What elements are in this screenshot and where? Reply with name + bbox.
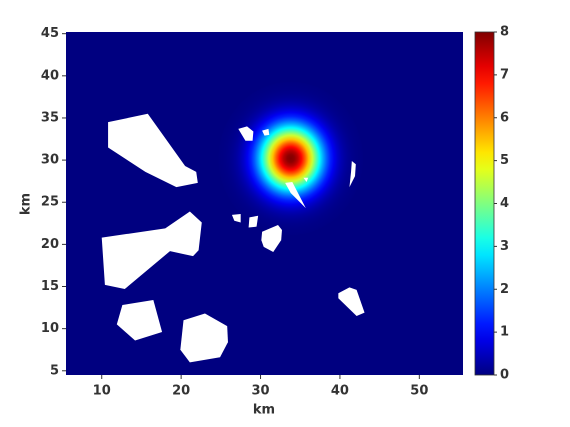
obstacle bbox=[108, 113, 198, 188]
colorbar-tick-label: 8 bbox=[500, 25, 509, 40]
x-tick-label: 40 bbox=[331, 384, 349, 399]
y-tick-label: 30 bbox=[41, 153, 59, 168]
obstacle bbox=[262, 128, 270, 136]
y-tick-label: 25 bbox=[41, 195, 59, 210]
colorbar-tick-label: 1 bbox=[500, 325, 509, 340]
colorbar-tick-label: 0 bbox=[500, 368, 509, 383]
obstacle bbox=[285, 182, 306, 209]
y-tick-label: 5 bbox=[50, 363, 59, 378]
obstacle bbox=[261, 224, 282, 252]
y-tick-label: 15 bbox=[41, 279, 59, 294]
obstacle bbox=[180, 313, 228, 363]
x-tick-label: 50 bbox=[410, 384, 428, 399]
y-tick-label: 35 bbox=[41, 110, 59, 125]
obstacle bbox=[303, 177, 309, 183]
obstacle bbox=[116, 299, 163, 341]
y-tick-label: 45 bbox=[41, 26, 59, 41]
obstacle bbox=[238, 126, 254, 141]
colorbar-tick-label: 7 bbox=[500, 67, 509, 82]
y-tick-label: 40 bbox=[41, 68, 59, 83]
x-tick-label: 20 bbox=[172, 384, 190, 399]
obstacle bbox=[338, 287, 365, 317]
colorbar-tick-label: 6 bbox=[500, 110, 509, 125]
colorbar-tick-label: 5 bbox=[500, 153, 509, 168]
colorbar-tick-label: 4 bbox=[500, 196, 509, 211]
obstacle bbox=[101, 211, 202, 290]
obstacle bbox=[231, 214, 241, 223]
x-tick-label: 10 bbox=[93, 384, 111, 399]
x-tick-label: 30 bbox=[251, 384, 269, 399]
colorbar-tick-label: 3 bbox=[500, 239, 509, 254]
y-tick-label: 20 bbox=[41, 237, 59, 252]
colorbar bbox=[474, 31, 495, 376]
x-axis-label: km bbox=[253, 403, 275, 418]
field-peak bbox=[218, 81, 363, 236]
colorbar-tick-label: 2 bbox=[500, 282, 509, 297]
obstacle bbox=[349, 160, 356, 188]
y-axis-label: km bbox=[19, 193, 34, 215]
obstacle bbox=[248, 215, 259, 228]
y-tick-label: 10 bbox=[41, 321, 59, 336]
